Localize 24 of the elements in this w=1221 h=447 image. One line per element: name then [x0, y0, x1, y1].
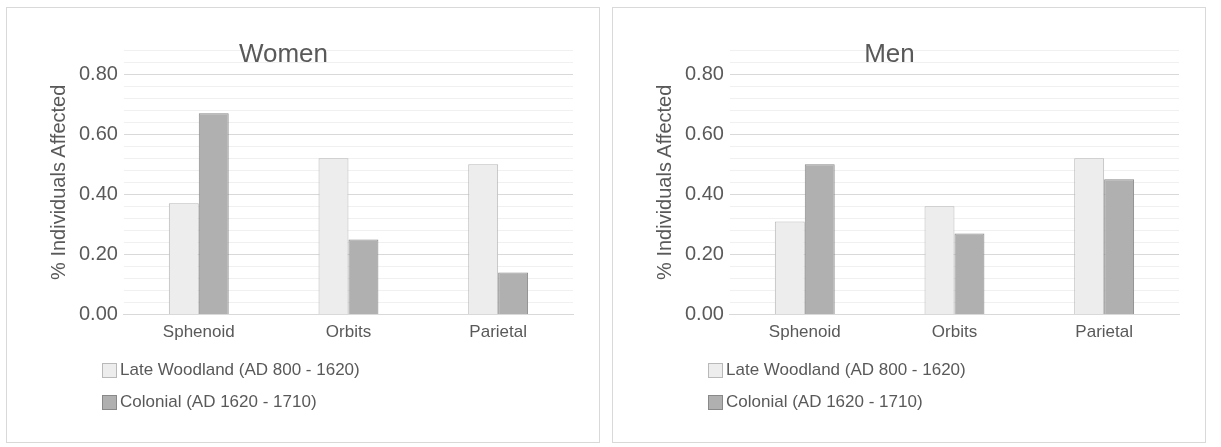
y-tick-label: 0.80: [78, 61, 118, 84]
y-tick-label: 0.00: [684, 302, 724, 325]
legend-label: Colonial (AD 1620 - 1710): [726, 392, 923, 412]
legend-label: Colonial (AD 1620 - 1710): [120, 392, 317, 412]
x-tick-label: Orbits: [325, 322, 372, 342]
y-tick-label: 0.00: [78, 302, 118, 325]
x-tick-label: Parietal: [469, 322, 527, 342]
chart-title: Women: [238, 38, 329, 69]
y-axis-title: % Individuals Affected: [652, 84, 675, 280]
y-axis-title: % Individuals Affected: [46, 84, 69, 280]
legend-label: Late Woodland (AD 800 - 1620): [726, 360, 966, 380]
y-tick-label: 0.40: [684, 181, 724, 204]
x-tick-label: Orbits: [931, 322, 978, 342]
y-tick-label: 0.60: [684, 121, 724, 144]
y-tick-label: 0.60: [78, 121, 118, 144]
x-tick-label: Sphenoid: [162, 322, 235, 342]
chart-title: Men: [864, 38, 915, 69]
y-tick-label: 0.20: [684, 241, 724, 264]
x-tick-label: Parietal: [1075, 322, 1133, 342]
legend-label: Late Woodland (AD 800 - 1620): [120, 360, 360, 380]
y-tick-label: 0.40: [78, 181, 118, 204]
y-tick-label: 0.80: [684, 61, 724, 84]
x-tick-label: Sphenoid: [768, 322, 841, 342]
y-tick-label: 0.20: [78, 241, 118, 264]
